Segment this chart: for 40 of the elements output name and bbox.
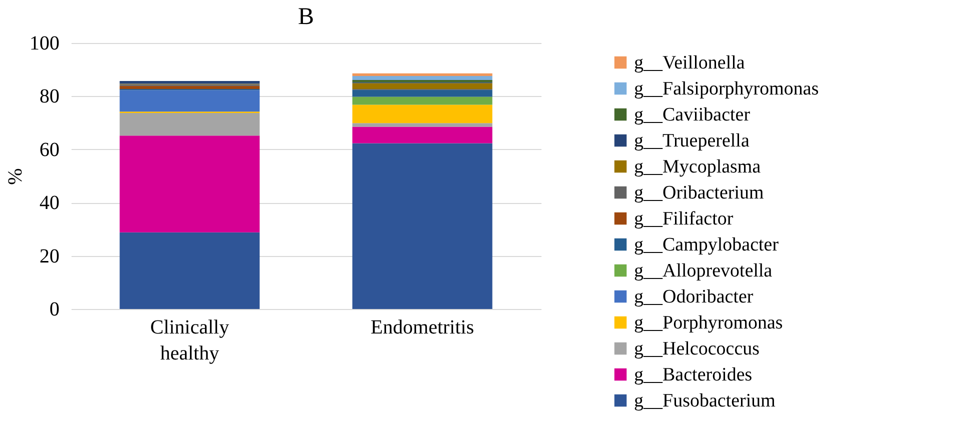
x-tick-label: Endometritis	[370, 316, 474, 338]
y-tick-label: 20	[40, 245, 60, 268]
bar	[352, 76, 492, 80]
bar	[120, 136, 260, 232]
y-axis-title: %	[4, 168, 26, 185]
legend-label: g__Veillonella	[634, 52, 746, 74]
y-tick-label: 0	[50, 298, 60, 320]
legend-label: g__Trueperella	[634, 130, 750, 152]
legend-label: g__Alloprevotella	[634, 260, 773, 282]
bar	[120, 112, 260, 136]
legend-label: g__Caviibacter	[634, 104, 751, 126]
y-tick-label: 40	[40, 192, 60, 214]
bar	[120, 90, 260, 112]
legend-label: g__Filifactor	[634, 208, 734, 230]
y-tick-label: 100	[30, 32, 60, 54]
legend-label: g__Oribacterium	[634, 182, 764, 204]
y-tick-label: 60	[40, 138, 60, 161]
bar	[352, 80, 492, 82]
bar	[352, 96, 492, 105]
legend-label: g__Porphyromonas	[634, 312, 783, 334]
bar	[352, 83, 492, 90]
bar	[120, 81, 260, 84]
legend-label: g__Helcococcus	[634, 338, 760, 360]
bar	[120, 232, 260, 309]
legend-label: g__Falsiporphyromonas	[634, 78, 819, 100]
legend-label: g__Bacteroides	[634, 364, 752, 386]
bar	[352, 126, 492, 144]
x-tick-label: Clinically healthy	[150, 316, 230, 364]
legend-label: g__Fusobacterium	[634, 390, 776, 412]
chart-title: B	[298, 4, 314, 30]
bar	[352, 73, 492, 76]
legend-label: g__Mycoplasma	[634, 156, 762, 178]
legend-label: g__Campylobacter	[634, 234, 780, 256]
bar	[352, 104, 492, 124]
bar	[352, 143, 492, 309]
bar	[352, 90, 492, 97]
y-tick-label: 80	[40, 86, 60, 108]
bar	[120, 86, 260, 90]
legend-label: g__Odoribacter	[634, 286, 754, 308]
bar	[352, 123, 492, 127]
